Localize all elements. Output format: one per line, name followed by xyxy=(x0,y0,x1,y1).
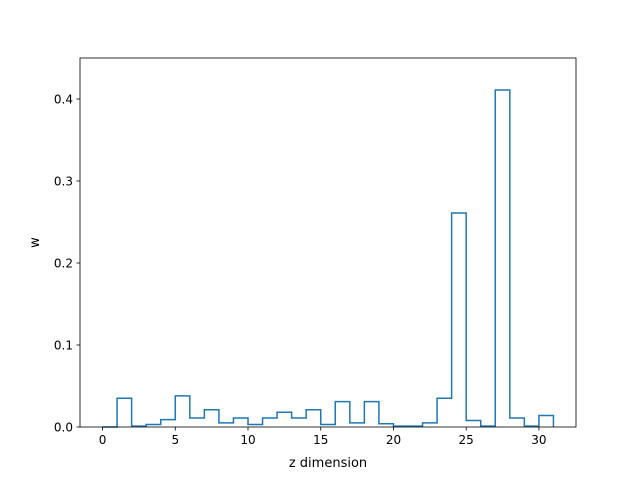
histogram-step-line xyxy=(102,89,555,428)
y-tick-label: 0.1 xyxy=(54,339,73,353)
x-axis-ticks: 0 5 10 15 20 25 30 xyxy=(99,427,547,447)
x-tick-label: 25 xyxy=(459,433,474,447)
y-axis-ticks: 0.0 0.1 0.2 0.3 0.4 xyxy=(54,93,80,435)
y-axis-label: w xyxy=(28,237,43,248)
x-axis-label: z dimension xyxy=(289,456,367,471)
y-tick-label: 0.3 xyxy=(54,175,73,189)
x-tick-label: 15 xyxy=(313,433,328,447)
x-tick-label: 20 xyxy=(386,433,401,447)
y-tick-label: 0.0 xyxy=(54,421,73,435)
axes-frame xyxy=(79,57,577,428)
x-tick-label: 10 xyxy=(240,433,255,447)
x-tick-label: 30 xyxy=(531,433,546,447)
y-tick-label: 0.2 xyxy=(54,257,73,271)
x-tick-label: 5 xyxy=(171,433,179,447)
x-tick-label: 0 xyxy=(99,433,107,447)
plot-area xyxy=(102,89,555,428)
y-tick-label: 0.4 xyxy=(54,93,73,107)
